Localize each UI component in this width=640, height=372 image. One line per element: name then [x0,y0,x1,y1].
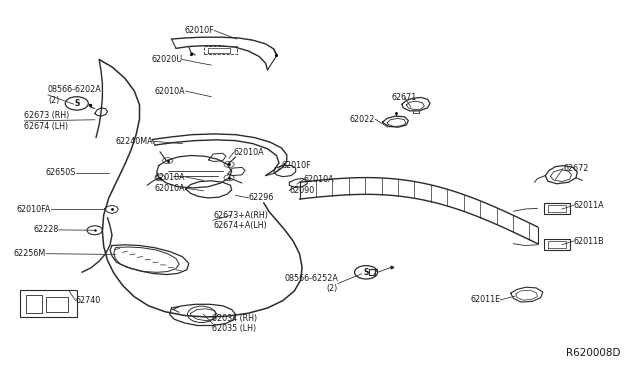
Text: 62296: 62296 [248,193,274,202]
Text: 62010F: 62010F [185,26,214,35]
Text: 62022: 62022 [349,115,375,124]
Text: 62010FA: 62010FA [17,205,51,214]
Text: 62240MA: 62240MA [116,137,154,146]
Text: 08566-6202A
(2): 08566-6202A (2) [48,85,102,105]
Text: 62011E: 62011E [470,295,500,304]
Text: 62228: 62228 [33,225,59,234]
Text: 62671: 62671 [392,93,417,102]
Text: 62010A: 62010A [234,148,264,157]
Text: 62673+A(RH)
62674+A(LH): 62673+A(RH) 62674+A(LH) [213,211,268,230]
Text: 62010A: 62010A [155,87,186,96]
Text: 62034 (RH)
62035 (LH): 62034 (RH) 62035 (LH) [212,314,258,333]
Text: 62673 (RH)
62674 (LH): 62673 (RH) 62674 (LH) [24,111,70,131]
Text: 62020U: 62020U [151,55,182,64]
Text: 62011A: 62011A [573,201,604,210]
Text: 62011B: 62011B [573,237,604,246]
Text: S: S [364,268,369,277]
Bar [20,290,77,317]
Text: S: S [74,99,79,108]
Text: 62010A: 62010A [155,173,186,182]
Bar [46,297,68,312]
Text: 62650S: 62650S [45,168,76,177]
Text: 08566-6252A
(2): 08566-6252A (2) [284,274,338,293]
Text: 62010A: 62010A [155,184,186,193]
Text: 62672: 62672 [563,164,589,173]
Bar [26,295,42,313]
Text: 62010F: 62010F [282,161,311,170]
Text: 62090: 62090 [289,186,314,195]
Text: 62256M: 62256M [14,249,46,258]
Text: R620008D: R620008D [566,348,621,358]
Text: 62010A: 62010A [304,175,335,184]
Text: 62740: 62740 [76,296,100,305]
